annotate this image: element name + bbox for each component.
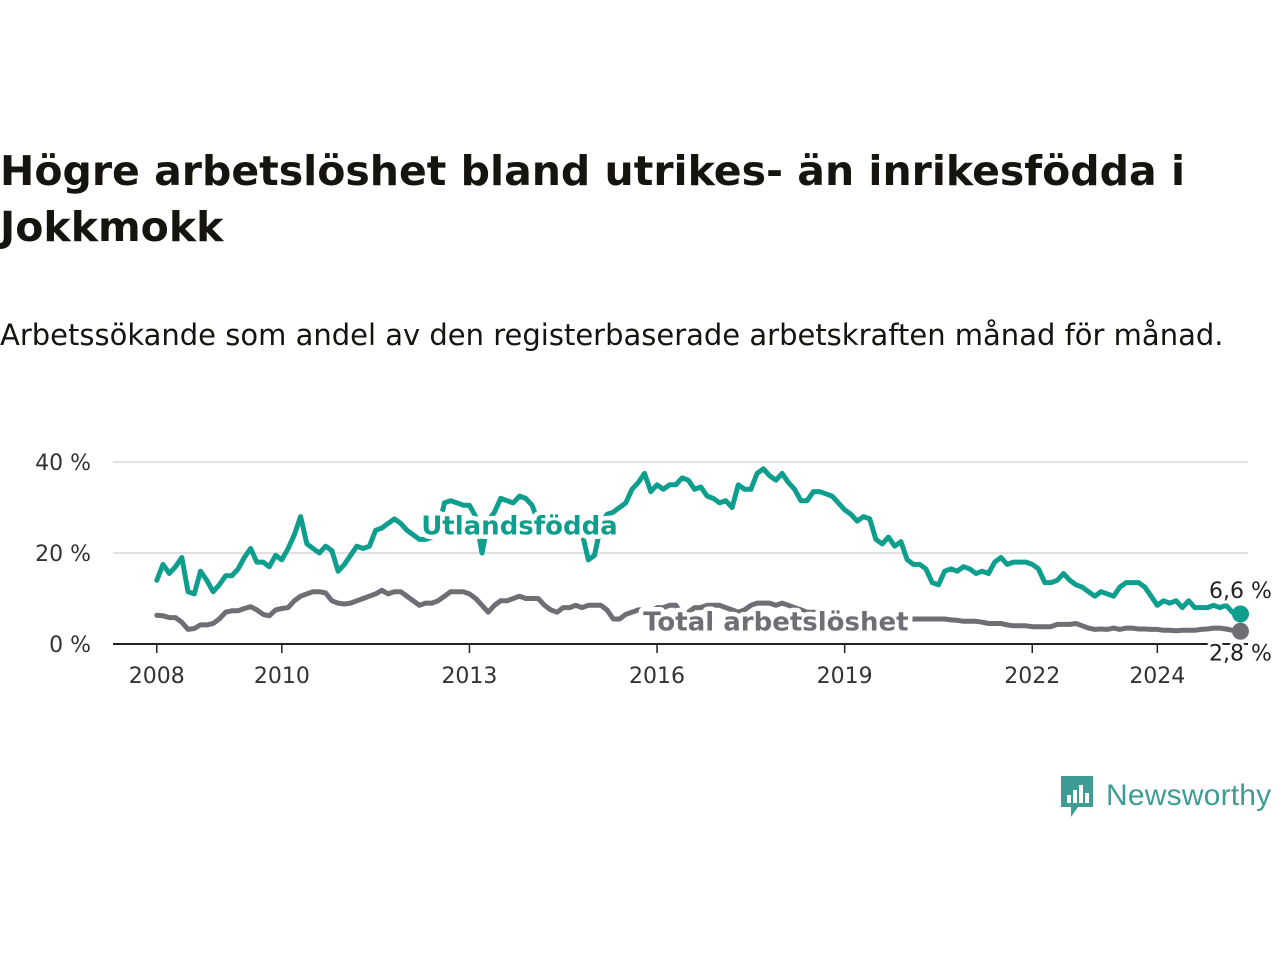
y-tick-label: 40 % bbox=[35, 451, 91, 476]
chart-subtitle: Arbetssökande som andel av den registerb… bbox=[0, 318, 1224, 352]
x-tick-label: 2008 bbox=[129, 664, 185, 689]
series-lines bbox=[154, 466, 1243, 634]
x-tick-label: 2013 bbox=[441, 664, 497, 689]
brand-name: Newsworthy bbox=[1106, 779, 1272, 812]
y-tick-label: 0 % bbox=[49, 633, 91, 658]
end-point bbox=[1231, 622, 1249, 640]
series-labels: Utlandsfödda Total arbetslöshet bbox=[417, 507, 913, 642]
x-tick-label: 2022 bbox=[1004, 664, 1060, 689]
end-points: 6,6 % 2,8 % bbox=[1206, 576, 1275, 669]
series-label: Total arbetslöshet bbox=[643, 607, 908, 637]
x-tick-label: 2016 bbox=[629, 664, 685, 689]
y-axis-labels: 0 % 20 % 40 % bbox=[35, 451, 91, 658]
series-line bbox=[154, 466, 1243, 617]
y-tick-label: 20 % bbox=[35, 542, 91, 567]
series-label: Utlandsfödda bbox=[421, 512, 618, 542]
newsworthy-icon bbox=[1061, 776, 1093, 817]
chart-title: Högre arbetslöshet bland utrikes- än inr… bbox=[0, 147, 1185, 251]
end-value-label: 6,6 % bbox=[1209, 579, 1272, 604]
x-tick-label: 2019 bbox=[817, 664, 873, 689]
end-point bbox=[1231, 605, 1249, 623]
series-line bbox=[154, 587, 1243, 634]
end-value-label: 2,8 % bbox=[1209, 641, 1272, 666]
grid-lines bbox=[113, 461, 1248, 554]
x-axis: 2008 2010 2013 2016 2019 2022 2024 bbox=[113, 643, 1248, 689]
newsworthy-logo: Newsworthy bbox=[1058, 772, 1271, 820]
x-tick-label: 2024 bbox=[1129, 664, 1185, 689]
x-tick-label: 2010 bbox=[254, 664, 310, 689]
line-chart: 0 % 20 % 40 % 2008 2010 2013 2016 2019 2022 2024… bbox=[35, 451, 1275, 689]
